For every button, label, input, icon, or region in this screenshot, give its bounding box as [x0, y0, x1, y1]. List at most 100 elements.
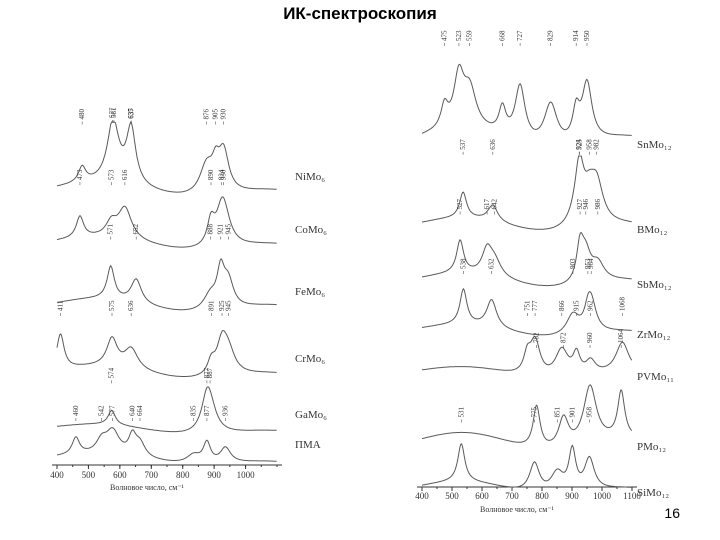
x-tick-label-400: 400 [50, 470, 64, 480]
spectrum-zrmo- [421, 287, 632, 336]
series-label-zrmo-: ZrMo₁₂ [637, 329, 670, 341]
peak-label-pvmo--751: 751 [523, 300, 531, 311]
peak-label-pmo--1064: 1064 [617, 329, 625, 344]
peak-label-пма-542: 542 [98, 405, 106, 416]
peak-label-sbmo--946: 946 [582, 199, 590, 210]
x-tick-label-1100: 1100 [623, 491, 641, 501]
peak-label-bmo--924: 924 [575, 139, 583, 150]
peak-label-пма-835: 835 [190, 405, 198, 416]
x-axis-title-0: Волновое число, см⁻¹ [110, 483, 185, 492]
peak-label-snmo--727: 727 [516, 30, 524, 41]
peak-label-femo--921: 921 [217, 224, 225, 235]
spectrum-crmo- [56, 329, 277, 377]
peak-label-femo--888: 888 [206, 224, 214, 235]
peak-label-пма-577: 577 [109, 405, 117, 416]
series-label-nimo-: NiMo₆ [295, 171, 325, 183]
series-label-simo-: SiMo₁₂ [637, 487, 669, 499]
peak-label-zrmo--903: 903 [569, 258, 577, 269]
peak-label-snmo--914: 914 [572, 30, 580, 41]
peak-label-пма-640: 640 [128, 405, 136, 416]
series-label-femo-: FeMo₆ [295, 286, 325, 298]
peak-label-zrmo--538: 538 [459, 258, 467, 269]
peak-label-nimo--635: 635 [127, 108, 135, 119]
peak-label-crmo--891: 891 [207, 300, 215, 311]
peak-label-pmo--872: 872 [560, 332, 568, 343]
peak-label-pmo--960: 960 [586, 332, 594, 343]
series-label-bmo-: BMo₁₂ [637, 224, 667, 236]
peak-label-sbmo--986: 986 [594, 199, 602, 210]
x-tick-label-400: 400 [415, 491, 429, 501]
peak-label-gamo--574: 574 [108, 367, 116, 378]
peak-label-snmo--475: 475 [441, 30, 449, 41]
peak-label-pvmo--915: 915 [573, 300, 581, 311]
peak-label-sbmo--642: 642 [491, 199, 499, 210]
spectrum-simo- [421, 443, 632, 488]
peak-label-crmo--575: 575 [108, 300, 116, 311]
peak-label-nimo--637: 637 [127, 108, 135, 119]
x-tick-label-900: 900 [207, 470, 221, 480]
peak-label-bmo--925: 925 [576, 139, 584, 150]
peak-label-bmo--537: 537 [459, 139, 467, 150]
peak-label-pvmo--777: 777 [531, 300, 539, 311]
series-label-пма: ПМА [295, 439, 321, 451]
peak-label-como--616: 616 [121, 169, 129, 180]
peak-label-pvmo--866: 866 [558, 300, 566, 311]
peak-label-пма-664: 664 [136, 405, 144, 416]
peak-label-femo--945: 945 [224, 224, 232, 235]
spectrum-nimo- [56, 121, 277, 193]
series-label-crmo-: CrMo₆ [295, 353, 325, 365]
x-axis-title-1: Волновое число, см⁻¹ [480, 505, 555, 514]
peak-label-simo--775: 775 [531, 407, 539, 418]
spectrum-pvmo- [421, 335, 633, 371]
peak-label-sbmo--617: 617 [483, 199, 491, 210]
x-tick-label-1000: 1000 [593, 491, 612, 501]
peak-label-como--573: 573 [107, 169, 115, 180]
peak-label-nimo--905: 905 [212, 109, 220, 120]
x-tick-label-800: 800 [535, 491, 549, 501]
peak-label-como--924: 924 [218, 169, 226, 180]
peak-label-simo--958: 958 [585, 407, 593, 418]
peak-label-femo--652: 652 [132, 224, 140, 235]
peak-label-femo--571: 571 [107, 224, 115, 235]
peak-label-pvmo--1068: 1068 [618, 297, 626, 312]
x-tick-label-500: 500 [82, 470, 96, 480]
peak-label-zrmo--964: 964 [587, 258, 595, 269]
x-tick-label-700: 700 [505, 491, 519, 501]
peak-label-bmo--636: 636 [489, 139, 497, 150]
peak-label-como--473: 473 [76, 169, 84, 180]
x-tick-label-600: 600 [113, 470, 127, 480]
peak-label-crmo--636: 636 [127, 300, 135, 311]
x-tick-label-700: 700 [145, 470, 159, 480]
x-tick-label-800: 800 [176, 470, 190, 480]
peak-label-nimo--930: 930 [220, 109, 228, 120]
spectrum-femo- [56, 258, 277, 311]
peak-label-simo--851: 851 [553, 407, 561, 418]
spectrum-como- [56, 196, 277, 248]
peak-label-snmo--559: 559 [466, 30, 474, 41]
peak-label-snmo--668: 668 [498, 30, 506, 41]
peak-label-sbmo--927: 927 [576, 199, 584, 210]
peak-label-nimo--876: 876 [203, 109, 211, 120]
peak-label-zrmo--953: 953 [584, 258, 592, 269]
spectrum-пма [56, 427, 277, 462]
peak-label-pmo--782: 782 [533, 332, 541, 343]
series-label-gamo-: GaMo₆ [295, 409, 327, 421]
series-label-sbmo-: SbMo₁₂ [637, 279, 672, 291]
peak-label-snmo--829: 829 [547, 30, 555, 41]
series-label-como-: CoMo₆ [295, 224, 327, 236]
x-tick-label-500: 500 [445, 491, 459, 501]
peak-label-nimo--480: 480 [78, 109, 86, 120]
peak-label-gamo--877: 877 [203, 367, 211, 378]
peak-label-пма-936: 936 [221, 405, 229, 416]
peak-label-sbmo--527: 527 [456, 199, 464, 210]
peak-label-crmo--945: 945 [224, 300, 232, 311]
spectrum-bmo- [421, 155, 632, 230]
peak-label-nimo--577: 577 [109, 107, 117, 118]
peak-label-como--890: 890 [207, 169, 215, 180]
slide-title: ИК-спектроскопия [283, 4, 437, 23]
x-tick-label-600: 600 [475, 491, 489, 501]
peak-label-simo--901: 901 [568, 407, 576, 418]
peak-label-nimo--581: 581 [110, 107, 118, 118]
series-label-pmo-: PMo₁₂ [637, 441, 666, 453]
